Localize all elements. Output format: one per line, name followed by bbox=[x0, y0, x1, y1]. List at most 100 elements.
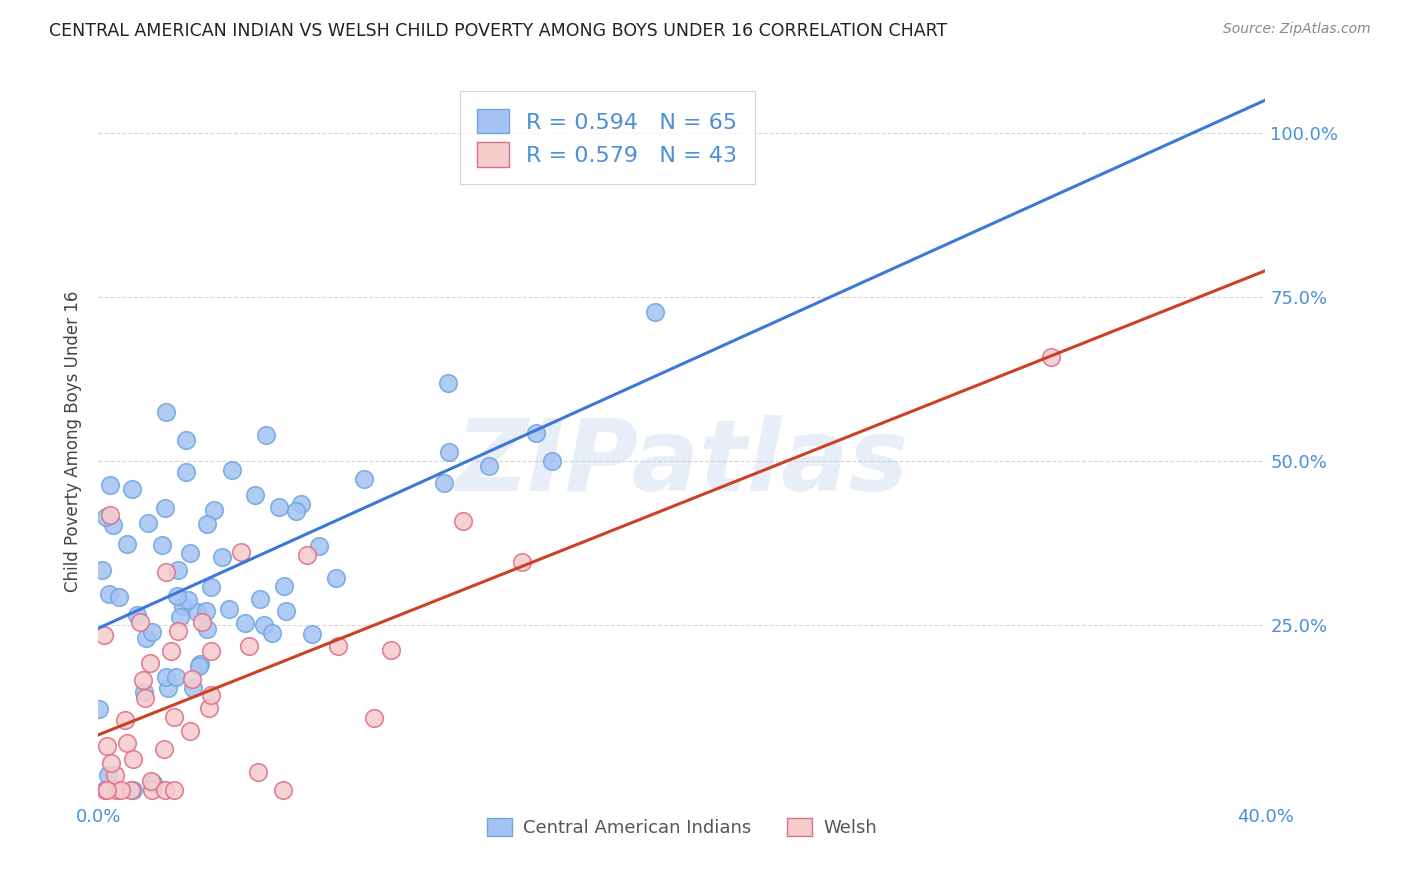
Point bbox=[101, 517, 124, 532]
Point bbox=[155, 669, 177, 683]
Point bbox=[200, 644, 222, 658]
Y-axis label: Child Poverty Among Boys Under 16: Child Poverty Among Boys Under 16 bbox=[63, 291, 82, 592]
Point bbox=[478, 458, 501, 473]
Point bbox=[510, 555, 533, 569]
Point bbox=[284, 504, 307, 518]
Point bbox=[433, 476, 456, 491]
Point bbox=[290, 497, 312, 511]
Point bbox=[247, 765, 270, 780]
Point bbox=[165, 670, 187, 684]
Point bbox=[121, 483, 143, 497]
Point bbox=[188, 659, 211, 673]
Point bbox=[451, 514, 474, 528]
Point bbox=[169, 609, 191, 624]
Point bbox=[254, 428, 277, 442]
Point bbox=[157, 681, 180, 696]
Point bbox=[94, 782, 117, 797]
Point bbox=[174, 433, 197, 447]
Point bbox=[122, 782, 145, 797]
Point bbox=[129, 615, 152, 629]
Point bbox=[271, 782, 294, 797]
Point bbox=[153, 742, 176, 756]
Point bbox=[108, 591, 131, 605]
Point bbox=[155, 565, 177, 579]
Point bbox=[218, 601, 240, 615]
Text: CENTRAL AMERICAN INDIAN VS WELSH CHILD POVERTY AMONG BOYS UNDER 16 CORRELATION C: CENTRAL AMERICAN INDIAN VS WELSH CHILD P… bbox=[49, 22, 948, 40]
Point bbox=[437, 445, 460, 459]
Point bbox=[200, 688, 222, 702]
Point bbox=[163, 782, 186, 797]
Point bbox=[181, 681, 204, 695]
Point bbox=[273, 579, 295, 593]
Point bbox=[97, 768, 120, 782]
Point bbox=[153, 501, 176, 516]
Point bbox=[134, 690, 156, 705]
Point bbox=[211, 549, 233, 564]
Point bbox=[150, 537, 173, 551]
Point bbox=[167, 563, 190, 577]
Point bbox=[195, 517, 218, 532]
Point bbox=[117, 537, 139, 551]
Point bbox=[176, 465, 198, 479]
Point bbox=[96, 739, 118, 753]
Point bbox=[104, 768, 127, 782]
Point bbox=[141, 624, 163, 639]
Point bbox=[191, 615, 214, 630]
Point bbox=[96, 782, 118, 797]
Point bbox=[114, 714, 136, 728]
Point bbox=[644, 305, 666, 319]
Point bbox=[267, 500, 290, 514]
Point bbox=[179, 724, 201, 739]
Point bbox=[167, 624, 190, 639]
Point bbox=[195, 604, 218, 618]
Point bbox=[325, 570, 347, 584]
Point bbox=[301, 627, 323, 641]
Point bbox=[135, 631, 157, 645]
Point bbox=[1040, 350, 1063, 364]
Point bbox=[141, 782, 163, 797]
Point bbox=[93, 628, 115, 642]
Point bbox=[98, 587, 121, 601]
Point bbox=[104, 782, 127, 797]
Point bbox=[120, 782, 142, 797]
Point bbox=[122, 752, 145, 766]
Point bbox=[249, 592, 271, 607]
Point bbox=[177, 593, 200, 607]
Point bbox=[91, 563, 114, 577]
Point bbox=[541, 454, 564, 468]
Legend: Central American Indians, Welsh: Central American Indians, Welsh bbox=[479, 811, 884, 845]
Point bbox=[179, 545, 201, 559]
Point bbox=[163, 710, 186, 724]
Point bbox=[233, 615, 256, 630]
Point bbox=[221, 463, 243, 477]
Point bbox=[524, 425, 547, 440]
Point bbox=[200, 580, 222, 594]
Point bbox=[181, 672, 204, 686]
Point bbox=[132, 685, 155, 699]
Point bbox=[110, 782, 132, 797]
Point bbox=[238, 639, 260, 653]
Point bbox=[155, 405, 177, 419]
Point bbox=[197, 700, 219, 714]
Point bbox=[98, 508, 121, 522]
Point bbox=[100, 756, 122, 770]
Point bbox=[98, 478, 121, 492]
Text: Source: ZipAtlas.com: Source: ZipAtlas.com bbox=[1223, 22, 1371, 37]
Point bbox=[172, 599, 194, 613]
Point bbox=[202, 503, 225, 517]
Point bbox=[437, 376, 460, 391]
Point bbox=[195, 622, 218, 636]
Point bbox=[159, 643, 181, 657]
Point bbox=[96, 509, 118, 524]
Point bbox=[153, 782, 176, 797]
Point bbox=[274, 604, 297, 618]
Text: ZIPatlas: ZIPatlas bbox=[456, 415, 908, 512]
Point bbox=[139, 656, 162, 670]
Point bbox=[353, 472, 375, 486]
Point bbox=[142, 776, 165, 790]
Point bbox=[115, 736, 138, 750]
Point bbox=[262, 626, 284, 640]
Point bbox=[243, 487, 266, 501]
Point bbox=[87, 702, 110, 716]
Point bbox=[166, 589, 188, 603]
